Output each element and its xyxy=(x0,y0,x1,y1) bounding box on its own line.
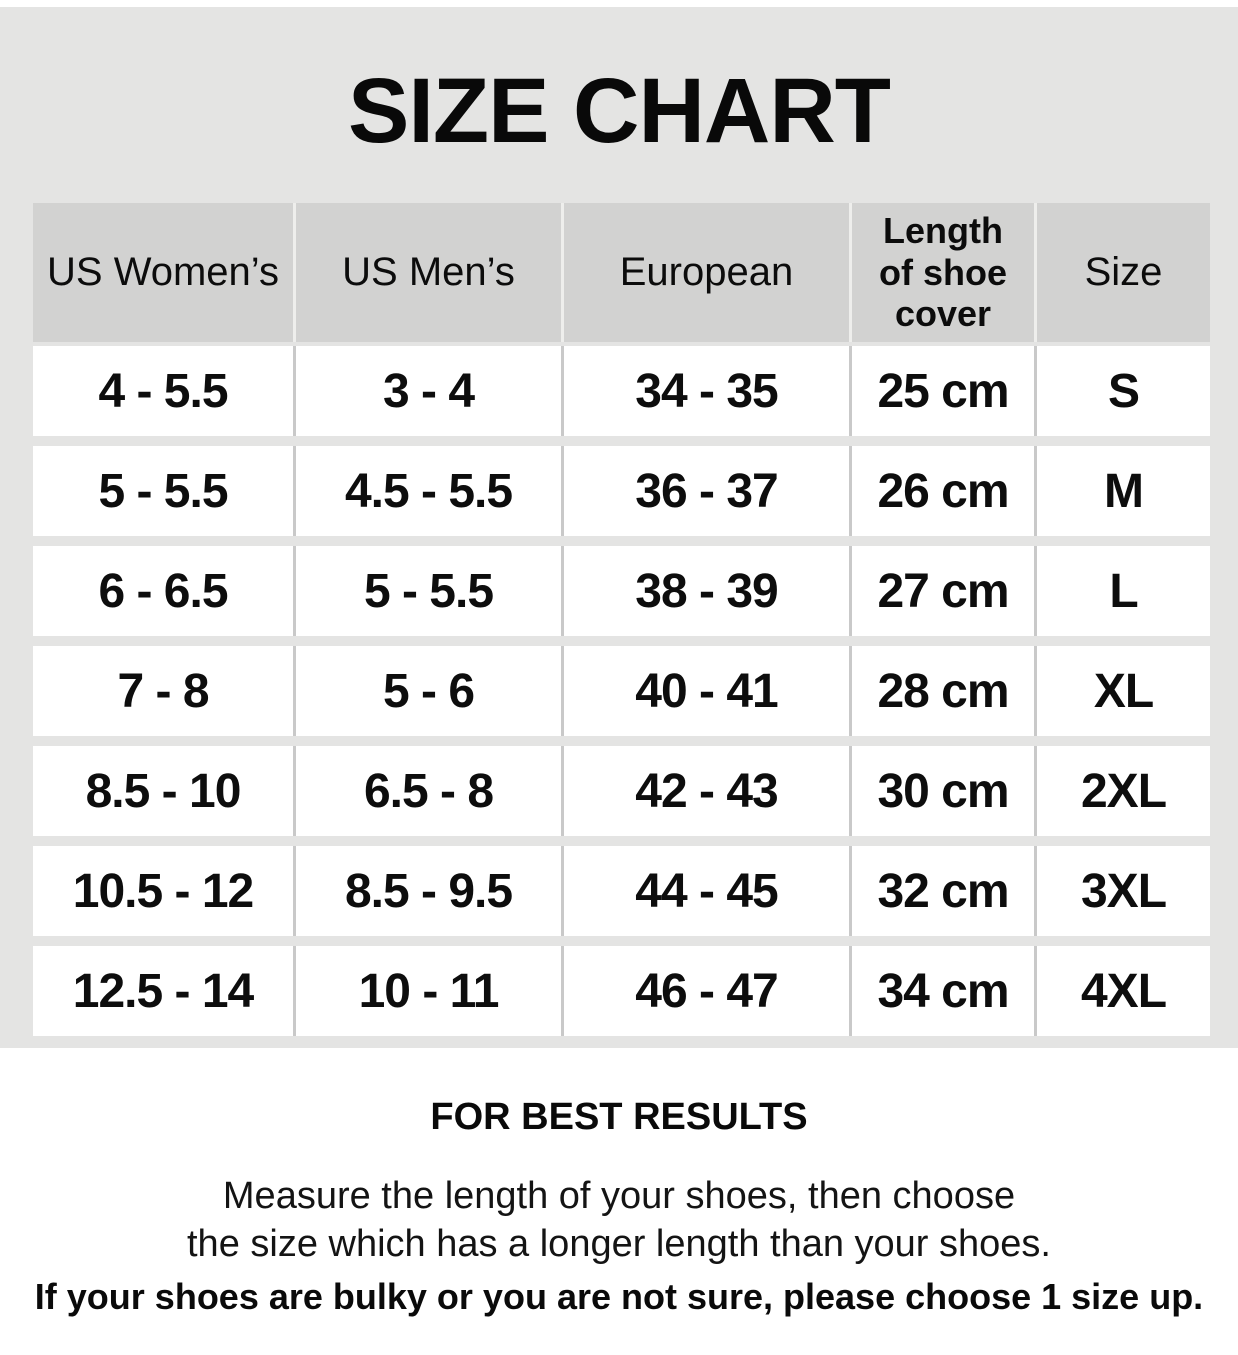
table-header-row: US Women’s US Men’s European Length of s… xyxy=(33,203,1210,342)
cell-european: 40 - 41 xyxy=(564,646,849,736)
cell-us-womens: 12.5 - 14 xyxy=(33,946,293,1036)
page-title: SIZE CHART xyxy=(348,60,891,162)
footer-instruction-line-2: the size which has a longer length than … xyxy=(187,1223,1051,1265)
table-row-xl: 7 - 8 5 - 6 40 - 41 28 cm XL xyxy=(33,646,1210,736)
cell-us-womens: 6 - 6.5 xyxy=(33,546,293,636)
cell-us-womens: 4 - 5.5 xyxy=(33,346,293,436)
cell-european: 42 - 43 xyxy=(564,746,849,836)
cell-european: 44 - 45 xyxy=(564,846,849,936)
cell-length: 32 cm xyxy=(852,846,1034,936)
table-row-m: 5 - 5.5 4.5 - 5.5 36 - 37 26 cm M xyxy=(33,446,1210,536)
cell-size: L xyxy=(1037,546,1210,636)
cell-us-womens: 7 - 8 xyxy=(33,646,293,736)
column-header-length-of-shoe-cover: Length of shoe cover xyxy=(852,203,1034,342)
cell-size: XL xyxy=(1037,646,1210,736)
cell-us-mens: 8.5 - 9.5 xyxy=(296,846,561,936)
cell-us-mens: 5 - 5.5 xyxy=(296,546,561,636)
table-row-2xl: 8.5 - 10 6.5 - 8 42 - 43 30 cm 2XL xyxy=(33,746,1210,836)
cell-us-mens: 5 - 6 xyxy=(296,646,561,736)
cell-us-mens: 10 - 11 xyxy=(296,946,561,1036)
cell-european: 36 - 37 xyxy=(564,446,849,536)
cell-size: 3XL xyxy=(1037,846,1210,936)
footer-instruction-line-1: Measure the length of your shoes, then c… xyxy=(222,1175,1016,1217)
cell-european: 34 - 35 xyxy=(564,346,849,436)
table-row-4xl: 12.5 - 14 10 - 11 46 - 47 34 cm 4XL xyxy=(33,946,1210,1036)
table-row-s: 4 - 5.5 3 - 4 34 - 35 25 cm S xyxy=(33,346,1210,436)
cell-us-mens: 3 - 4 xyxy=(296,346,561,436)
size-chart-panel: SIZE CHART US Women’s US Men’s European … xyxy=(0,7,1238,1048)
cell-length: 26 cm xyxy=(852,446,1034,536)
footer-instruction-line-3: If your shoes are bulky or you are not s… xyxy=(34,1276,1204,1317)
column-header-us-womens: US Women’s xyxy=(33,203,293,342)
cell-european: 38 - 39 xyxy=(564,546,849,636)
cell-size: 2XL xyxy=(1037,746,1210,836)
cell-length: 27 cm xyxy=(852,546,1034,636)
cell-size: 4XL xyxy=(1037,946,1210,1036)
column-header-length-label: Length of shoe cover xyxy=(878,210,1007,335)
footer-notes: FOR BEST RESULTS Measure the length of y… xyxy=(0,1048,1238,1319)
table-row-3xl: 10.5 - 12 8.5 - 9.5 44 - 45 32 cm 3XL xyxy=(33,846,1210,936)
size-chart-page: SIZE CHART US Women’s US Men’s European … xyxy=(0,7,1238,1319)
cell-us-mens: 4.5 - 5.5 xyxy=(296,446,561,536)
cell-length: 30 cm xyxy=(852,746,1034,836)
cell-us-womens: 5 - 5.5 xyxy=(33,446,293,536)
size-table: US Women’s US Men’s European Length of s… xyxy=(33,203,1210,1036)
footer-heading: FOR BEST RESULTS xyxy=(430,1096,808,1138)
cell-us-mens: 6.5 - 8 xyxy=(296,746,561,836)
column-header-european: European xyxy=(564,203,849,342)
cell-length: 25 cm xyxy=(852,346,1034,436)
column-header-size: Size xyxy=(1037,203,1210,342)
cell-length: 28 cm xyxy=(852,646,1034,736)
cell-us-womens: 10.5 - 12 xyxy=(33,846,293,936)
cell-length: 34 cm xyxy=(852,946,1034,1036)
table-row-l: 6 - 6.5 5 - 5.5 38 - 39 27 cm L xyxy=(33,546,1210,636)
column-header-us-mens: US Men’s xyxy=(296,203,561,342)
cell-size: S xyxy=(1037,346,1210,436)
cell-us-womens: 8.5 - 10 xyxy=(33,746,293,836)
cell-size: M xyxy=(1037,446,1210,536)
cell-european: 46 - 47 xyxy=(564,946,849,1036)
